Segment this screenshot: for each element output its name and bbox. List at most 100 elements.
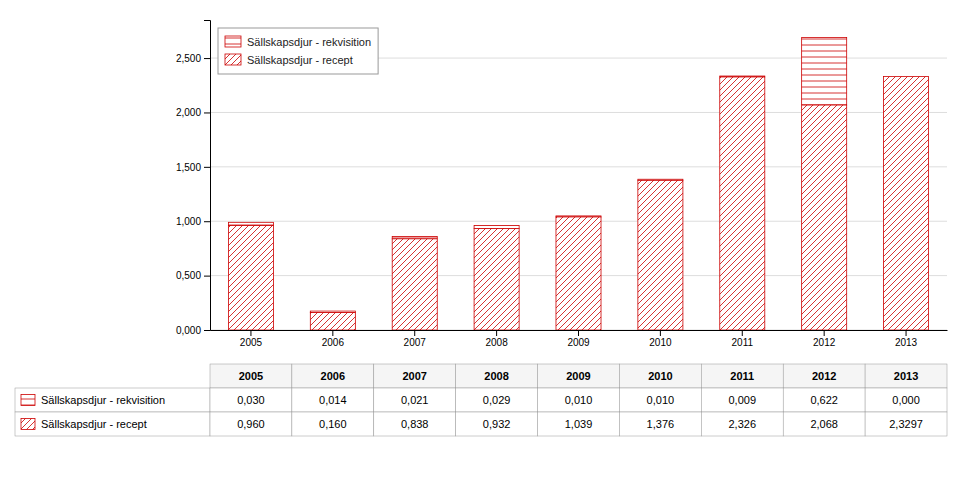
tick-mark: [332, 330, 333, 336]
x-tick: 2009: [567, 330, 590, 348]
table-cell: [538, 388, 620, 412]
tick-mark: [414, 330, 415, 336]
y-axis: 0,000 0,500 1,000 1,500 2,000 2,500: [176, 21, 211, 336]
table-swatch: [21, 395, 35, 406]
table-cell: [15, 412, 210, 436]
legend-swatch: [225, 54, 241, 65]
table-cell: [538, 364, 620, 388]
x-tick: 2010: [649, 330, 672, 348]
tick-mark: [496, 330, 497, 336]
table-value: 0,160: [319, 418, 347, 430]
table-cell: [701, 412, 783, 436]
tick-mark: [742, 330, 743, 336]
bar: [228, 222, 273, 225]
table-cell: [701, 388, 783, 412]
y-tick: 2,000: [176, 107, 210, 118]
tick-label: 2,000: [176, 107, 201, 118]
table-row-label: Sällskapsdjur - recept: [41, 418, 147, 430]
legend-frame: [218, 28, 378, 74]
table-value: 0,622: [810, 394, 838, 406]
table-cell: [210, 364, 292, 388]
tick-label: 2,500: [176, 53, 201, 64]
tick-label: 2010: [649, 337, 672, 348]
table-header: 2011: [730, 370, 754, 382]
table-cell: [15, 388, 210, 412]
table-header: 2006: [321, 370, 345, 382]
table-value: 2,3297: [889, 418, 923, 430]
tick-label: 0,500: [176, 270, 201, 281]
bar: [802, 37, 847, 105]
table-cell: [374, 388, 456, 412]
tick-mark: [204, 58, 210, 59]
x-tick: 2006: [322, 330, 345, 348]
tick-label: 2005: [240, 337, 263, 348]
tick-label: 2009: [567, 337, 590, 348]
table-value: 0,021: [401, 394, 429, 406]
y-tick: 1,500: [176, 162, 210, 173]
table-value: 1,376: [647, 418, 675, 430]
legend-label: Sällskapsdjur - rekvisition: [247, 36, 371, 48]
table-cell: [456, 388, 538, 412]
bar: [638, 180, 683, 330]
bar: [802, 105, 847, 330]
table-value: 0,960: [237, 418, 265, 430]
table-value: 2,068: [810, 418, 838, 430]
y-tick: 2,500: [176, 53, 210, 64]
bar: [556, 217, 601, 330]
table-cell: [701, 364, 783, 388]
tick-mark: [250, 330, 251, 336]
tick-label: 0,000: [176, 325, 201, 336]
table-cell: [619, 412, 701, 436]
tick-mark: [204, 330, 210, 331]
table-header: 2007: [402, 370, 426, 382]
tick-mark: [906, 330, 907, 336]
tick-label: 2012: [813, 337, 836, 348]
tick-label: 2007: [404, 337, 427, 348]
tick-label: 2013: [895, 337, 918, 348]
legend: Sällskapsdjur - rekvisitionSällskapsdjur…: [218, 28, 378, 74]
table-cell: [456, 412, 538, 436]
table-value: 0,010: [647, 394, 675, 406]
x-tick: 2013: [895, 330, 918, 348]
x-tick: 2007: [404, 330, 427, 348]
x-axis: 2005 2006 2007 2008 2009 2010 2011 2012 2013: [211, 330, 948, 348]
table-header: 2012: [812, 370, 836, 382]
tick-mark: [204, 221, 210, 222]
table-cell: [292, 412, 374, 436]
table-cell: [619, 388, 701, 412]
table-header: 2008: [484, 370, 508, 382]
tick-label: 2011: [732, 337, 754, 348]
table-value: 0,838: [401, 418, 429, 430]
chart: 0,0000,5001,0001,5002,0002,5002005200620…: [0, 0, 967, 484]
table-cell: [210, 388, 292, 412]
tick-label: 1,000: [176, 216, 201, 227]
table-cell: [865, 412, 947, 436]
table-cell: [374, 412, 456, 436]
tick-mark: [204, 112, 210, 113]
bar: [228, 226, 273, 330]
legend-swatch: [225, 36, 241, 47]
y-tick: 0,000: [176, 325, 210, 336]
table-value: 0,010: [565, 394, 593, 406]
table-value: 1,039: [565, 418, 593, 430]
tick-label: 1,500: [176, 162, 201, 173]
x-tick: 2008: [485, 330, 508, 348]
bars: [228, 37, 928, 330]
tick-mark: [204, 167, 210, 168]
tick-mark: [578, 330, 579, 336]
table-cell: [538, 412, 620, 436]
table-header: 2010: [648, 370, 672, 382]
table-value: 0,014: [319, 394, 347, 406]
y-tick: 0,500: [176, 270, 210, 281]
table-header: 2005: [239, 370, 263, 382]
bar: [474, 229, 519, 330]
table-value: 2,326: [729, 418, 757, 430]
table-header: 2013: [894, 370, 918, 382]
table-value: 0,029: [483, 394, 511, 406]
legend-item: Sällskapsdjur - rekvisition: [225, 36, 371, 48]
tick-label: 2008: [485, 337, 508, 348]
table-swatch: [21, 419, 35, 430]
x-tick: 2011: [732, 330, 754, 348]
table: 200520062007200820092010201120122013Säll…: [15, 364, 947, 436]
table-row-label: Sällskapsdjur - rekvisition: [41, 394, 165, 406]
